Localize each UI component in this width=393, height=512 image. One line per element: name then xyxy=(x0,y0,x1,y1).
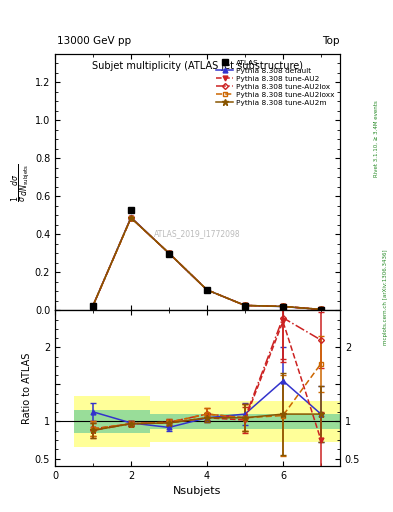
X-axis label: Nsubjets: Nsubjets xyxy=(173,486,222,496)
Text: Subjet multiplicity (ATLAS jet substructure): Subjet multiplicity (ATLAS jet substruct… xyxy=(92,61,303,72)
Y-axis label: $\frac{1}{\sigma}\frac{d\sigma}{dN_{\mathrm{subjets}}}$: $\frac{1}{\sigma}\frac{d\sigma}{dN_{\mat… xyxy=(10,163,33,202)
Text: ATLAS_2019_I1772098: ATLAS_2019_I1772098 xyxy=(154,229,241,238)
Text: 13000 GeV pp: 13000 GeV pp xyxy=(57,36,131,46)
Text: mcplots.cern.ch [arXiv:1306.3436]: mcplots.cern.ch [arXiv:1306.3436] xyxy=(383,249,387,345)
Text: Rivet 3.1.10, ≥ 3.4M events: Rivet 3.1.10, ≥ 3.4M events xyxy=(374,100,378,177)
Y-axis label: Ratio to ATLAS: Ratio to ATLAS xyxy=(22,352,32,424)
Legend: ATLAS, Pythia 8.308 default, Pythia 8.308 tune-AU2, Pythia 8.308 tune-AU2lox, Py: ATLAS, Pythia 8.308 default, Pythia 8.30… xyxy=(214,57,336,108)
Text: Top: Top xyxy=(322,36,340,46)
